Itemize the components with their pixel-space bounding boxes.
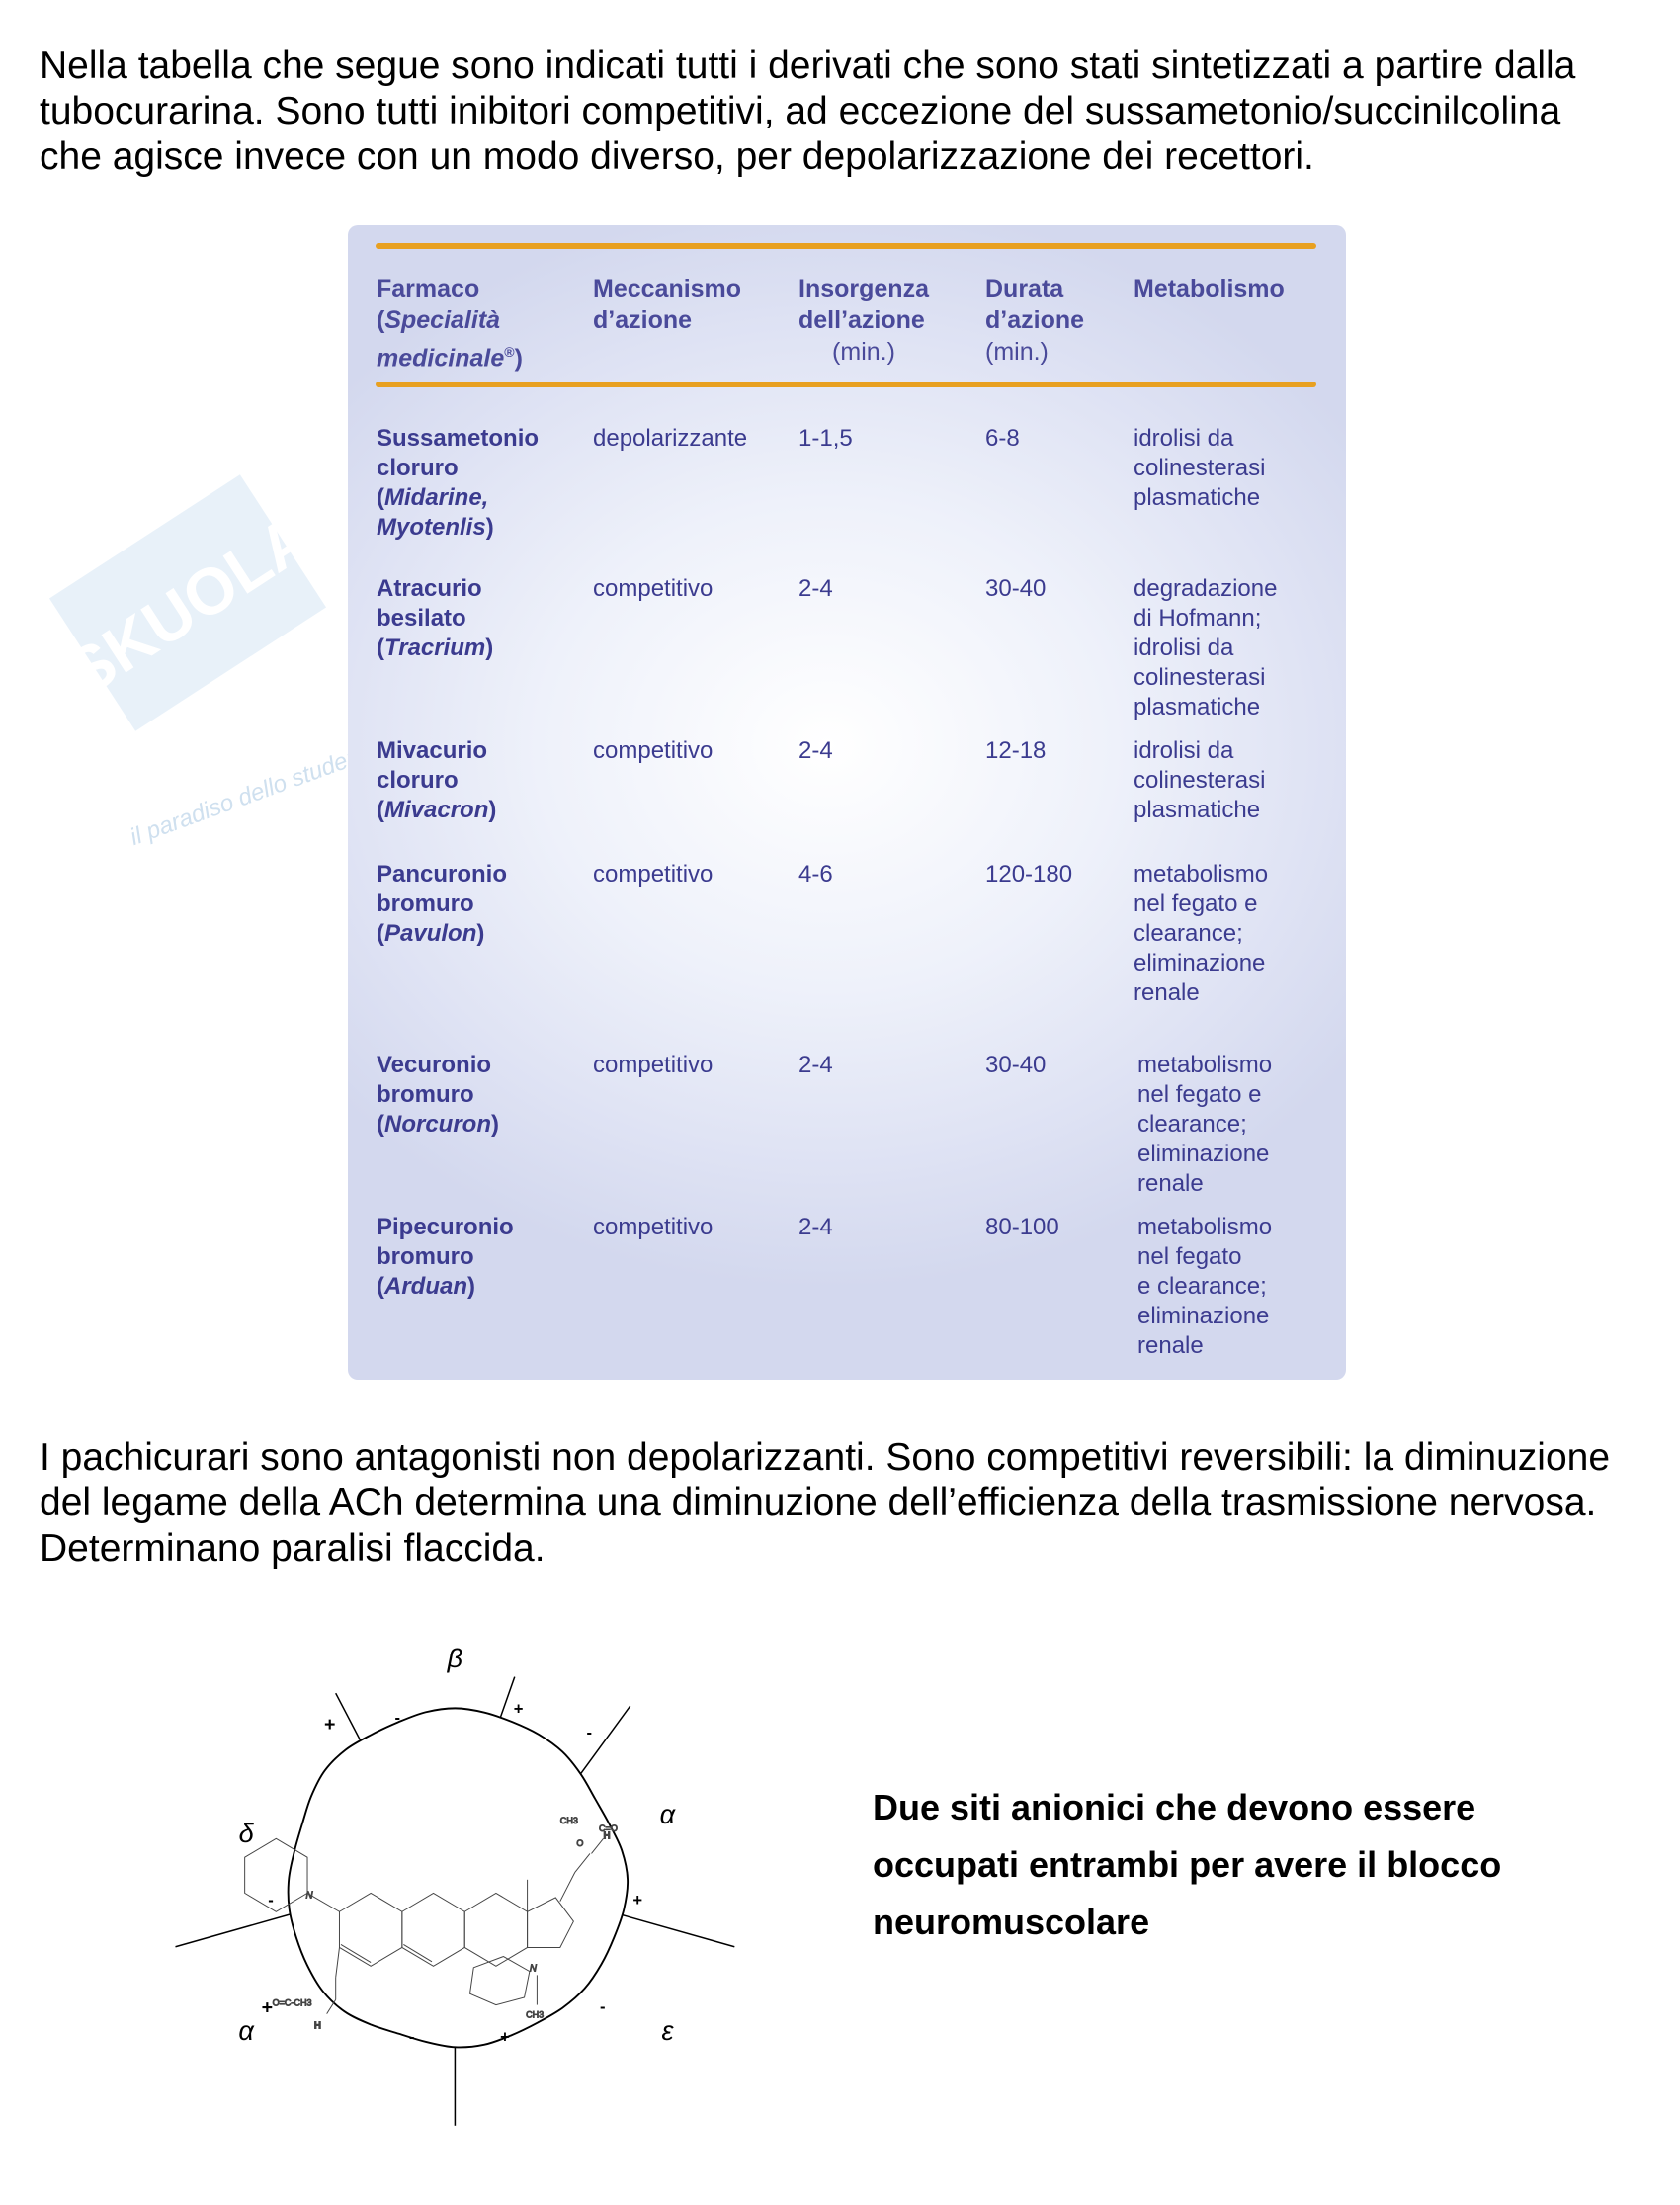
svg-text:CH3: CH3 <box>526 2009 544 2019</box>
svg-text:-: - <box>586 1723 592 1741</box>
svg-text:H: H <box>314 2021 321 2032</box>
svg-text:H: H <box>604 1830 611 1841</box>
svg-text:-: - <box>600 1997 606 2016</box>
svg-text:+: + <box>324 1714 335 1736</box>
svg-text:-: - <box>268 1891 274 1909</box>
svg-text:ε: ε <box>661 2015 674 2046</box>
svg-text:δ: δ <box>239 1818 255 1848</box>
svg-text:O: O <box>576 1838 583 1848</box>
svg-text:N: N <box>306 1891 314 1902</box>
svg-text:+: + <box>632 1891 642 1909</box>
svg-text:il paradiso dello studente: il paradiso dello studente <box>126 736 382 851</box>
svg-text:+: + <box>514 1699 524 1718</box>
svg-text:α: α <box>238 2015 255 2046</box>
svg-text:β: β <box>447 1643 463 1673</box>
svg-text:-: - <box>395 1708 401 1727</box>
svg-text:SKUOLA: SKUOLA <box>53 499 324 711</box>
svg-text:N: N <box>530 1964 538 1975</box>
svg-text:CH3: CH3 <box>560 1816 578 1825</box>
svg-text:O=C-CH3: O=C-CH3 <box>273 1997 312 2007</box>
svg-text:+: + <box>500 2027 510 2046</box>
svg-text:-: - <box>409 2027 415 2046</box>
svg-text:+: + <box>262 1997 273 2019</box>
svg-text:α: α <box>660 1799 677 1829</box>
